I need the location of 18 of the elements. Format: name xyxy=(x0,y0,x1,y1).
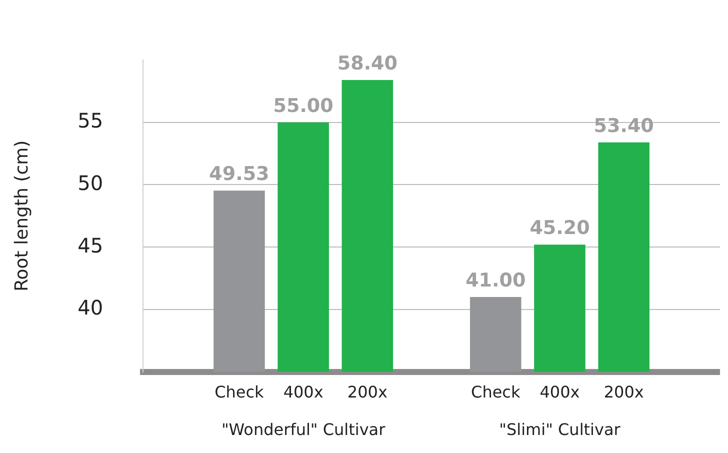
x-tick-label: Check xyxy=(214,382,265,402)
x-tick-label: 200x xyxy=(347,382,388,402)
x-tick-label: Check xyxy=(471,382,521,402)
data-label: 45.20 xyxy=(530,217,590,240)
y-tick-label: 55 xyxy=(78,108,104,133)
y-axis-title: Root length (cm) xyxy=(11,140,32,292)
text: "Slimi" Cultivar xyxy=(499,420,621,440)
x-tick-label: 200x xyxy=(604,382,644,402)
text: "Wonderful" Cultivar xyxy=(221,420,386,440)
data-label: 49.53 xyxy=(209,163,270,186)
x-tick-label: 400x xyxy=(283,382,324,402)
data-label: 55.00 xyxy=(273,94,334,117)
x-tick-label: 400x xyxy=(540,382,580,402)
data-label: 41.00 xyxy=(466,269,526,292)
y-tick-label: 40 xyxy=(78,296,104,320)
y-tick-label: 50 xyxy=(78,170,104,195)
data-label: 58.40 xyxy=(337,52,398,74)
y-tick-label: 45 xyxy=(78,233,104,258)
